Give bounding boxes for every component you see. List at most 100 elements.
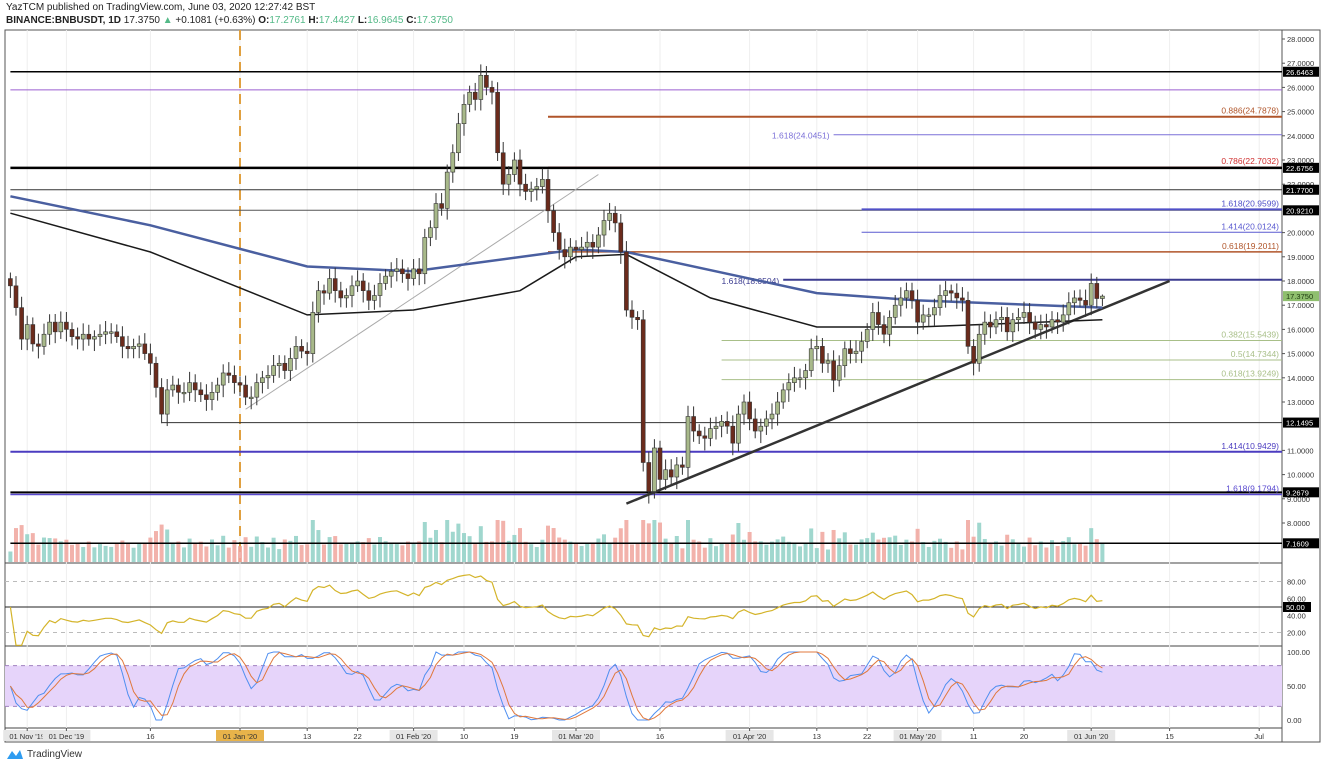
volume-bar	[893, 535, 898, 562]
candle-body	[904, 290, 909, 299]
volume-bar	[1038, 541, 1043, 562]
candle-body	[170, 384, 176, 391]
price-tick-label: 18.0000	[1287, 277, 1314, 286]
candle	[534, 177, 540, 201]
volume-bar	[103, 545, 108, 562]
candle	[528, 181, 534, 202]
candle	[646, 451, 652, 504]
candle	[1088, 273, 1094, 316]
volume-bar	[322, 544, 326, 562]
candle	[876, 301, 881, 335]
candle	[696, 424, 702, 444]
volume-bar	[266, 547, 270, 562]
candle-body	[915, 300, 920, 323]
candle	[769, 403, 775, 430]
volume-bar	[826, 549, 830, 562]
volume-bar	[1078, 543, 1082, 562]
candle-body	[405, 273, 411, 279]
volume-bar	[126, 543, 130, 562]
volume-bar	[932, 540, 937, 562]
time-tick-label: 01 Apr '20	[733, 732, 767, 741]
candle-body	[1032, 321, 1038, 330]
candle	[456, 112, 461, 161]
candle	[478, 64, 484, 111]
candle-body	[125, 346, 131, 350]
price-tag-label: 22.6756	[1286, 164, 1313, 173]
time-tick-label: 19	[510, 732, 518, 741]
candle	[36, 333, 41, 359]
candle	[444, 164, 450, 220]
price-tick-label: 22.0000	[1287, 180, 1314, 189]
candle-body	[932, 307, 937, 316]
candle	[1094, 276, 1100, 308]
candle-body	[64, 321, 69, 330]
price-tick-label: 14.0000	[1287, 374, 1314, 383]
candle-body	[30, 324, 36, 345]
candle	[1072, 290, 1077, 315]
candle-body	[960, 297, 965, 301]
candle-body	[1088, 283, 1094, 306]
volume-bar	[764, 544, 769, 562]
candle	[293, 336, 299, 370]
candle-body	[472, 91, 478, 100]
candle	[836, 355, 842, 387]
close-label: C:	[406, 15, 417, 26]
candle	[982, 311, 988, 345]
volume-bar	[478, 526, 483, 562]
candle	[926, 307, 932, 326]
candle	[30, 317, 36, 352]
candle	[327, 268, 332, 300]
candle	[892, 295, 898, 325]
price-axis	[1281, 29, 1321, 743]
candle	[758, 418, 764, 444]
candle	[355, 270, 360, 292]
candle-body	[355, 280, 360, 287]
tradingview-brand[interactable]: TradingView	[27, 748, 83, 760]
price-tag-label: 20.9210	[1286, 206, 1313, 215]
volume-bar	[803, 542, 808, 562]
time-tick-label: 10	[460, 732, 468, 741]
volume-bar	[585, 543, 590, 562]
candle-body	[1049, 319, 1055, 328]
volume-bar	[876, 539, 881, 562]
candle	[624, 241, 629, 317]
volume-bar	[663, 538, 668, 562]
symbol-name[interactable]: BINANCE:BNBUSDT, 1D	[6, 15, 122, 26]
candle-body	[1021, 312, 1027, 318]
candle-body	[232, 375, 237, 383]
price-tick-label: 20.0000	[1287, 229, 1314, 238]
candle-body	[260, 377, 265, 383]
candle-body	[680, 464, 685, 468]
price-tick-label: 27.0000	[1287, 59, 1314, 68]
volume-bar	[809, 528, 814, 562]
candle-body	[120, 336, 125, 347]
candle	[1044, 313, 1049, 339]
candle	[344, 288, 349, 308]
rsi-tick-label: 60.00	[1287, 595, 1306, 604]
volume-bar	[445, 520, 450, 562]
candle	[209, 381, 215, 411]
volume-bar	[523, 541, 528, 562]
candle-body	[400, 268, 405, 275]
price-tag	[1283, 162, 1319, 173]
volume-bar	[14, 528, 18, 562]
candle	[86, 324, 92, 346]
volume-bar	[30, 533, 35, 562]
candle	[288, 347, 293, 382]
candle	[719, 414, 724, 438]
candle	[388, 262, 394, 288]
volume-bar	[277, 549, 282, 562]
candle-body	[948, 290, 954, 294]
volume-bar	[350, 543, 354, 562]
candle	[1004, 307, 1010, 341]
candle-body	[461, 104, 467, 124]
candle	[708, 417, 713, 447]
candle-body	[360, 280, 366, 291]
candle-body	[848, 348, 853, 354]
candle-body	[383, 275, 388, 284]
candle-body	[618, 222, 624, 253]
volume-bar	[98, 544, 102, 562]
candle	[831, 350, 836, 393]
time-tick-label: 01 Nov '19	[9, 732, 45, 741]
